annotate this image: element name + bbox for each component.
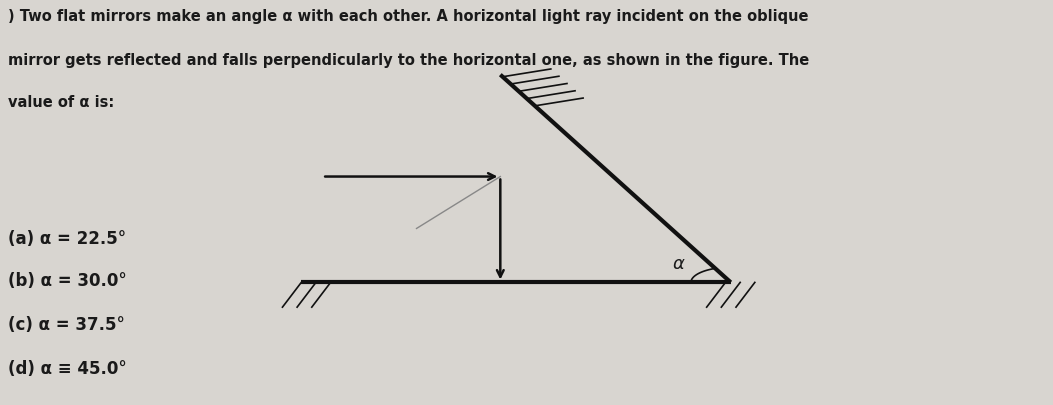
Text: ) Two flat mirrors make an angle α with each other. A horizontal light ray incid: ) Two flat mirrors make an angle α with … (8, 9, 809, 24)
Text: (a) α = 22.5°: (a) α = 22.5° (8, 230, 126, 248)
Text: $\alpha$: $\alpha$ (672, 256, 686, 273)
Text: (c) α = 37.5°: (c) α = 37.5° (8, 316, 125, 335)
Text: mirror gets reflected and falls perpendicularly to the horizontal one, as shown : mirror gets reflected and falls perpendi… (8, 53, 810, 68)
Text: value of α is:: value of α is: (8, 95, 115, 110)
Text: (b) α = 30.0°: (b) α = 30.0° (8, 273, 126, 290)
Text: (d) α ≡ 45.0°: (d) α ≡ 45.0° (8, 360, 126, 378)
